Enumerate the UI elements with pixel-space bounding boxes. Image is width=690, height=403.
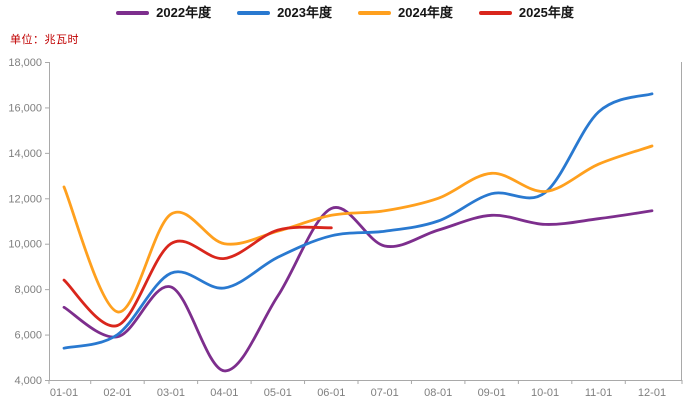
x-tick-label: 08-01: [424, 387, 452, 399]
x-tick-label: 04-01: [210, 387, 238, 399]
series-line-1: [62, 92, 654, 350]
y-axis-ticks: 4,000 6,000 8,000 10,000 12,000 14,000 16,000 1…: [8, 57, 49, 387]
legend-item-3[interactable]: 2025年度: [478, 5, 574, 20]
y-tick-label: 12,000: [8, 193, 42, 205]
series-line-2: [62, 144, 654, 314]
series-line-0: [62, 206, 654, 373]
y-tick-label: 6,000: [14, 330, 42, 342]
unit-label: 单位：兆瓦时: [10, 34, 79, 46]
x-tick-label: 06-01: [317, 387, 345, 399]
y-tick-label: 18,000: [8, 57, 42, 69]
y-tick-label: 14,000: [8, 148, 42, 160]
legend-line-swatch: [237, 10, 271, 15]
legend-line-swatch: [478, 10, 512, 15]
legend-item-2[interactable]: 2024年度: [358, 6, 453, 19]
legend-line-swatch: [116, 10, 150, 15]
legend-label: 2022年度: [156, 5, 212, 20]
axes: [49, 62, 682, 381]
x-tick-label: 01-01: [50, 387, 78, 399]
legend-item-0[interactable]: 2022年度: [116, 6, 211, 19]
y-tick-label: 8,000: [14, 284, 42, 296]
x-tick-label: 09-01: [478, 387, 506, 399]
series-line-3: [62, 225, 333, 328]
y-tick-label: 10,000: [8, 239, 42, 251]
x-tick-label: 11-01: [585, 387, 612, 399]
legend-item-1[interactable]: 2023年度: [237, 6, 332, 19]
legend-label: 2023年度: [277, 5, 332, 20]
legend-label: 2025年度: [518, 5, 574, 20]
x-axis-ticks: 01-01 02-01 03-01 04-01 05-01 06-01 07-01 08-01…: [48, 380, 683, 399]
x-tick-label: 12-01: [638, 387, 666, 399]
x-tick-label: 05-01: [264, 387, 292, 399]
legend-label: 2024年度: [398, 5, 453, 20]
x-tick-label: 07-01: [371, 387, 399, 399]
x-tick-label: 03-01: [157, 387, 185, 399]
chart-legend: 2022年度 2023年度 2024年度 2025年度: [0, 6, 690, 19]
x-tick-label: 10-01: [531, 387, 559, 399]
legend-line-swatch: [358, 10, 391, 15]
y-tick-label: 4,000: [14, 375, 42, 387]
y-tick-label: 16,000: [8, 102, 42, 114]
x-tick-label: 02-01: [103, 387, 131, 399]
